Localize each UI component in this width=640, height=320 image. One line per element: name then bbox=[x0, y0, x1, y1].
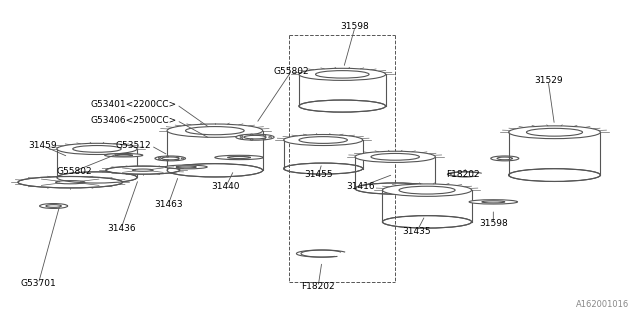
Ellipse shape bbox=[57, 143, 137, 155]
Text: G53406<2500CC>: G53406<2500CC> bbox=[90, 116, 177, 125]
Ellipse shape bbox=[509, 169, 600, 181]
Text: G53401<2200CC>: G53401<2200CC> bbox=[90, 100, 177, 109]
Ellipse shape bbox=[165, 165, 207, 169]
Text: 31459: 31459 bbox=[29, 141, 57, 150]
Text: A162001016: A162001016 bbox=[576, 300, 629, 309]
Ellipse shape bbox=[469, 200, 518, 204]
Text: F18202: F18202 bbox=[301, 282, 335, 292]
Ellipse shape bbox=[299, 100, 386, 112]
Ellipse shape bbox=[355, 151, 435, 163]
Text: 31529: 31529 bbox=[534, 76, 563, 85]
Ellipse shape bbox=[215, 155, 263, 160]
Text: 31598: 31598 bbox=[340, 22, 369, 31]
Text: 31435: 31435 bbox=[403, 227, 431, 236]
Ellipse shape bbox=[509, 126, 600, 139]
Ellipse shape bbox=[155, 156, 186, 161]
Text: 31455: 31455 bbox=[305, 170, 333, 179]
Text: G55802: G55802 bbox=[57, 167, 93, 176]
Ellipse shape bbox=[57, 172, 137, 183]
Ellipse shape bbox=[355, 183, 435, 194]
Text: 31436: 31436 bbox=[107, 224, 136, 233]
Ellipse shape bbox=[18, 177, 122, 188]
Ellipse shape bbox=[383, 184, 472, 196]
Ellipse shape bbox=[104, 154, 143, 157]
Text: G53512: G53512 bbox=[115, 141, 151, 150]
Text: G55802: G55802 bbox=[273, 67, 309, 76]
Text: 31463: 31463 bbox=[154, 200, 182, 209]
Ellipse shape bbox=[106, 166, 180, 174]
Ellipse shape bbox=[167, 124, 262, 137]
Ellipse shape bbox=[40, 204, 68, 208]
Ellipse shape bbox=[167, 164, 262, 177]
Text: G53701: G53701 bbox=[20, 279, 56, 288]
Text: 31416: 31416 bbox=[346, 182, 374, 191]
Ellipse shape bbox=[383, 216, 472, 228]
Text: 31598: 31598 bbox=[479, 219, 508, 228]
Text: 31440: 31440 bbox=[211, 182, 240, 191]
Text: F18202: F18202 bbox=[447, 170, 480, 179]
Ellipse shape bbox=[284, 134, 363, 146]
Ellipse shape bbox=[284, 163, 363, 174]
Ellipse shape bbox=[299, 68, 386, 80]
Ellipse shape bbox=[236, 134, 274, 140]
Ellipse shape bbox=[491, 156, 519, 161]
